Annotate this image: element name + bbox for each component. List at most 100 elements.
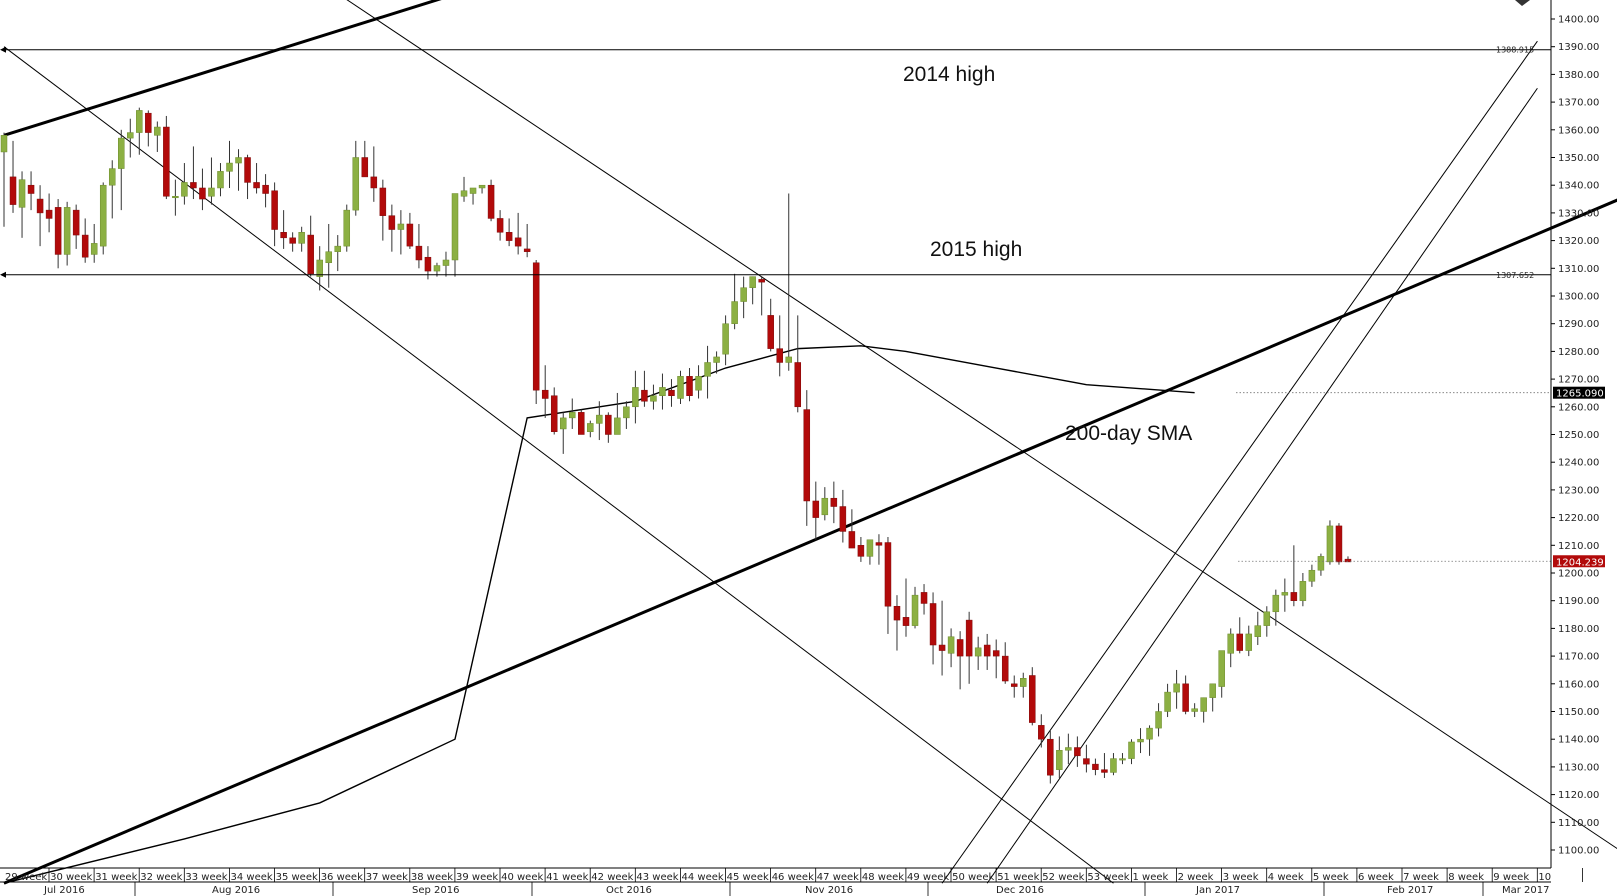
x-month-label: Feb 2017	[1387, 885, 1433, 896]
x-week-label: 47 week	[817, 872, 859, 883]
candle	[1254, 611, 1262, 646]
x-week-label: 31 week	[95, 872, 137, 883]
x-week-label: 32 week	[140, 872, 182, 883]
candle-body	[1038, 725, 1045, 740]
y-tick-label: 1180.00	[1558, 624, 1599, 635]
candle-body	[1110, 758, 1117, 773]
candle-body	[1263, 611, 1271, 626]
candle-body	[830, 497, 838, 507]
candle-body	[605, 414, 612, 435]
candle-body	[929, 603, 937, 646]
channel-up-upper	[941, 40, 1538, 884]
candle-body	[938, 644, 946, 651]
candle-body	[550, 395, 558, 432]
candle-body	[397, 223, 405, 230]
candle	[713, 351, 720, 374]
y-tick-label: 1390.00	[1558, 42, 1599, 53]
candle-body	[460, 190, 468, 197]
x-week-label: 52 week	[1042, 872, 1084, 883]
candle	[523, 223, 531, 258]
x-week-label: 49 week	[907, 872, 949, 883]
candle-body	[1164, 691, 1171, 712]
candle	[668, 379, 675, 407]
y-tick-label: 1130.00	[1558, 762, 1599, 773]
candle	[18, 171, 26, 238]
candle	[1065, 733, 1072, 765]
candle-body	[848, 531, 856, 549]
price-tag	[1553, 386, 1605, 399]
candle-body	[866, 539, 874, 557]
candle	[587, 420, 594, 438]
candle	[298, 226, 305, 252]
candle-body	[0, 135, 8, 153]
candle	[812, 481, 820, 540]
candle-body	[1074, 747, 1081, 757]
candle-body	[244, 157, 251, 183]
candle	[280, 210, 287, 249]
candle-body	[812, 500, 820, 518]
candle-body	[722, 323, 729, 355]
candle	[388, 204, 396, 252]
x-week-label: 4 week	[1268, 872, 1304, 883]
candle-body	[172, 196, 179, 199]
x-week-label: 30 week	[50, 872, 92, 883]
x-week-label: 43 week	[636, 872, 678, 883]
y-tick-label: 1240.00	[1558, 458, 1599, 469]
candle-body	[1020, 678, 1027, 687]
candles	[0, 107, 1352, 784]
candle-body	[740, 287, 747, 302]
candle	[749, 276, 756, 305]
candle	[1272, 589, 1280, 626]
candle-body	[1245, 633, 1253, 651]
x-week-label: 40 week	[501, 872, 543, 883]
candle-body	[1092, 763, 1099, 770]
candle	[614, 392, 621, 435]
candle	[974, 636, 982, 670]
candle-body	[758, 279, 765, 283]
price-tag	[1553, 555, 1605, 568]
candle-body	[496, 218, 504, 233]
candle	[569, 398, 576, 429]
candle	[289, 232, 296, 252]
y-tick-label: 1110.00	[1558, 818, 1599, 829]
candle-body	[415, 245, 423, 261]
candle-body	[893, 605, 901, 621]
y-tick-label: 1380.00	[1558, 70, 1599, 81]
x-week-label: 29 week	[5, 872, 47, 883]
candle-body	[677, 376, 684, 399]
candle-body	[686, 376, 693, 396]
candle	[659, 373, 666, 410]
candle-body	[974, 647, 982, 657]
candle-body	[1191, 708, 1198, 712]
candle	[208, 157, 215, 205]
candle-body	[731, 301, 738, 324]
candle	[451, 193, 459, 277]
candle	[118, 129, 125, 211]
candle	[956, 631, 964, 690]
candle-body	[1128, 741, 1135, 759]
candle-body	[406, 223, 414, 247]
candle-body	[478, 184, 486, 189]
candle	[1020, 672, 1027, 698]
candle	[496, 210, 504, 241]
candle	[307, 215, 314, 277]
candle-body	[992, 650, 1000, 657]
candle	[650, 384, 657, 410]
candle-body	[785, 356, 792, 363]
candle-body	[911, 594, 919, 626]
y-tick-label: 1260.00	[1558, 402, 1599, 413]
candle	[623, 401, 630, 429]
collapse-arrow-icon[interactable]	[1515, 0, 1530, 6]
annotation-sma: 200-day SMA	[1065, 422, 1192, 445]
candle-body	[208, 187, 215, 197]
candle-body	[1290, 592, 1298, 601]
x-month-label: Mar 2017	[1502, 885, 1550, 896]
level-arrow	[0, 271, 6, 278]
candle-body	[433, 265, 441, 272]
candle	[99, 182, 107, 255]
candle	[1047, 730, 1054, 784]
candle-body	[1137, 738, 1144, 743]
candle-body	[559, 417, 567, 430]
candle	[379, 179, 387, 241]
candle	[605, 412, 612, 443]
